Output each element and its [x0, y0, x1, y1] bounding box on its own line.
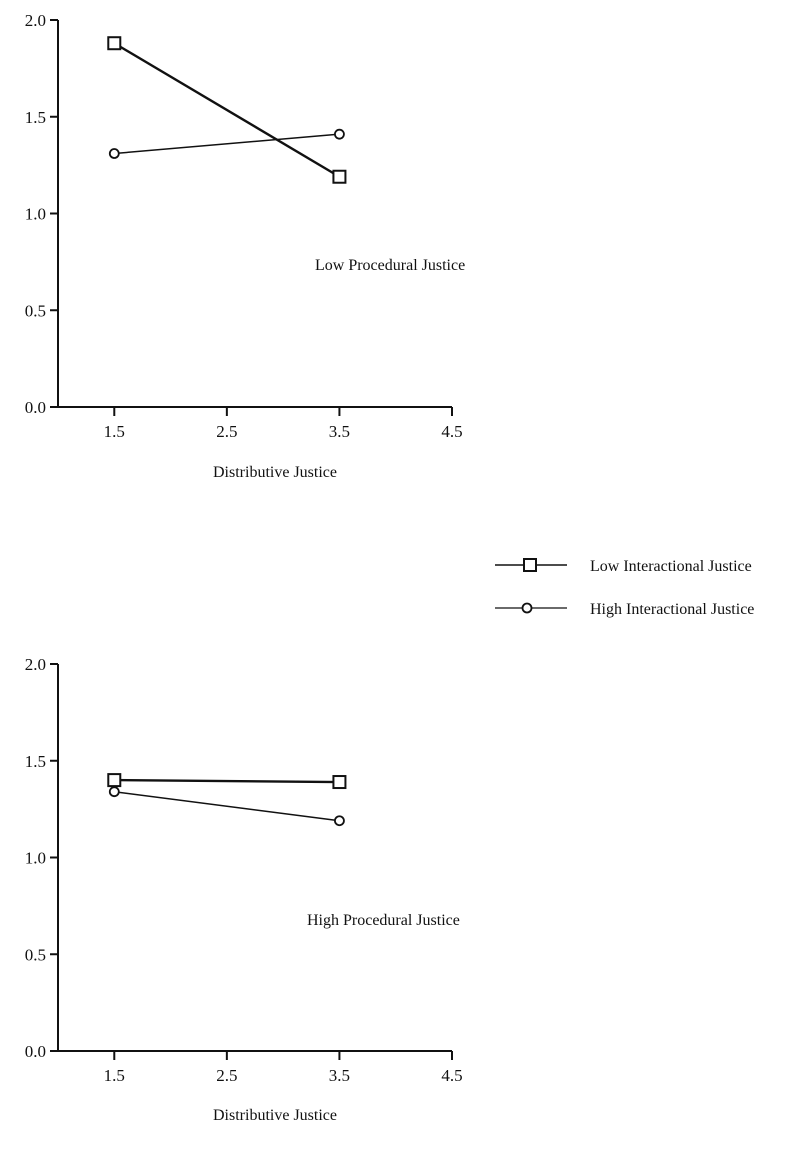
y-tick-label: 1.0: [25, 849, 46, 868]
data-point-circle: [334, 815, 345, 827]
y-tick-label: 2.0: [25, 11, 46, 30]
y-tick-label: 2.0: [25, 655, 46, 674]
x-tick-label: 3.5: [329, 422, 350, 441]
legend-label: High Interactional Justice: [590, 601, 754, 618]
legend-label: Low Interactional Justice: [590, 558, 752, 575]
legend: Low Interactional Justice High Interacti…: [495, 558, 754, 618]
data-point-square: [107, 773, 122, 788]
x-tick-label: 2.5: [216, 1066, 237, 1085]
data-point-square: [107, 36, 122, 51]
series-line-high-interactional: [114, 133, 340, 155]
y-tick-label: 0.0: [25, 398, 46, 417]
y-tick-label: 0.5: [25, 945, 46, 964]
x-tick-label: 4.5: [441, 422, 462, 441]
panel-annotation: Low Procedural Justice: [315, 257, 465, 274]
x-tick-label: 4.5: [441, 1066, 462, 1085]
legend-item-low-interactional: Low Interactional Justice: [495, 558, 752, 575]
data-point-circle: [334, 128, 345, 140]
data-point-square: [332, 169, 347, 184]
chart-panel-high-procedural: 0.0 0.5 1.0 1.5 2.0 1.5 2.5 3.5 4.5 Distributive …: [25, 655, 463, 1124]
x-axis-label: Distributive Justice: [213, 464, 337, 481]
data-point-circle: [108, 148, 120, 159]
y-tick-label: 0.0: [25, 1042, 46, 1061]
chart-panel-low-procedural: 0.0 0.5 1.0 1.5 2.0 1.5 2.5 3.5 4.5 Distributive …: [25, 11, 465, 481]
y-tick-label: 1.5: [25, 752, 46, 771]
x-tick-label: 3.5: [329, 1066, 350, 1085]
square-icon: [523, 558, 537, 572]
x-tick-label: 1.5: [104, 1066, 125, 1085]
y-tick-label: 1.0: [25, 205, 46, 224]
series-line-low-interactional: [114, 778, 340, 784]
x-tick-label: 1.5: [104, 422, 125, 441]
panel-annotation: High Procedural Justice: [307, 912, 460, 929]
x-axis-label: Distributive Justice: [213, 1107, 337, 1124]
legend-item-high-interactional: High Interactional Justice: [495, 601, 754, 618]
y-tick-label: 1.5: [25, 108, 46, 127]
series-line-high-interactional: [114, 790, 340, 822]
series-line-low-interactional: [113, 42, 341, 178]
data-point-circle: [108, 786, 120, 798]
diamond-circle-icon: [521, 602, 533, 614]
y-tick-label: 0.5: [25, 301, 46, 320]
x-tick-label: 2.5: [216, 422, 237, 441]
data-point-square: [332, 775, 347, 790]
